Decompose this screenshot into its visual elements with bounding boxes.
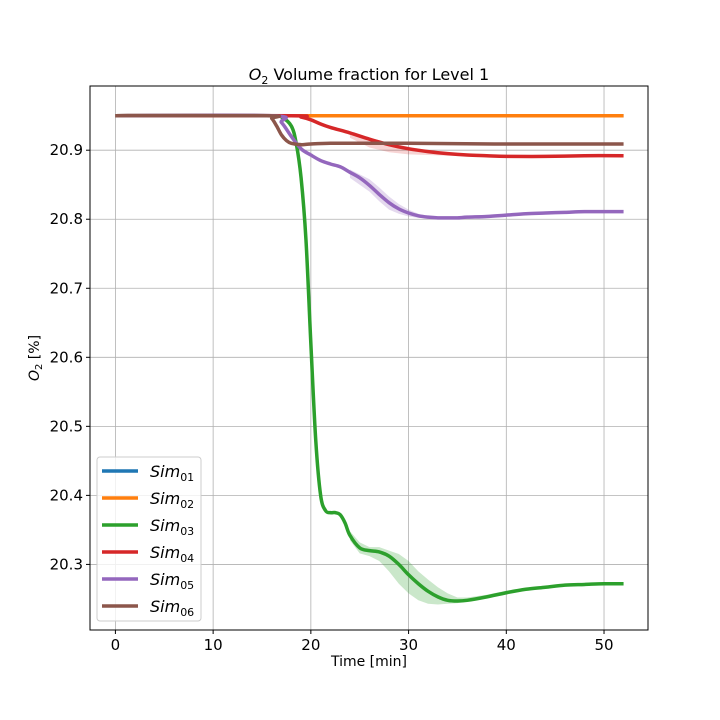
x-tick-label: 10 bbox=[204, 636, 223, 654]
x-axis-label: Time [min] bbox=[330, 654, 407, 670]
series-band bbox=[349, 169, 468, 219]
x-tick-label: 40 bbox=[497, 636, 516, 654]
y-axis: 20.3 20.4 20.5 20.6 20.7 20.8 20.9 bbox=[50, 141, 90, 573]
y-axis-label: O2 [%] bbox=[27, 335, 45, 381]
x-tick-label: 0 bbox=[111, 636, 121, 654]
legend-label: Sim04 bbox=[150, 543, 194, 565]
x-tick-label: 20 bbox=[301, 636, 320, 654]
x-tick-label: 30 bbox=[399, 636, 418, 654]
confidence-bands bbox=[349, 131, 546, 605]
chart-title: O2 Volume fraction for Level 1 bbox=[249, 65, 489, 87]
y-tick-label: 20.9 bbox=[50, 141, 83, 159]
ylabel-rest: [%] bbox=[27, 335, 43, 364]
series-line-6 bbox=[115, 113, 624, 147]
series-band bbox=[349, 131, 468, 156]
legend-label: Sim01 bbox=[150, 462, 194, 484]
grid bbox=[90, 86, 648, 630]
title-rest: Volume fraction for Level 1 bbox=[268, 65, 489, 84]
y-tick-label: 20.6 bbox=[50, 348, 83, 366]
y-tick-label: 20.4 bbox=[50, 486, 83, 504]
ylabel-sub: 2 bbox=[34, 364, 45, 370]
title-main: O bbox=[249, 65, 262, 84]
plot-frame bbox=[89, 85, 649, 631]
series-lines bbox=[115, 113, 624, 603]
y-tick-label: 20.8 bbox=[50, 210, 83, 228]
legend-label: Sim06 bbox=[150, 597, 194, 619]
y-tick-label: 20.5 bbox=[50, 417, 83, 435]
y-tick-label: 20.7 bbox=[50, 279, 83, 297]
legend: Sim01 Sim02 Sim03 Sim04 Sim05 Sim06 bbox=[96, 456, 202, 622]
x-tick-label: 50 bbox=[594, 636, 613, 654]
series-band bbox=[349, 531, 546, 605]
legend-label: Sim05 bbox=[150, 570, 194, 592]
legend-label: Sim02 bbox=[150, 489, 194, 511]
series-line-3 bbox=[115, 113, 624, 603]
title-sub: 2 bbox=[261, 74, 268, 87]
series-line-4 bbox=[115, 113, 624, 159]
ylabel-main: O bbox=[27, 370, 43, 381]
y-tick-label: 20.3 bbox=[50, 555, 83, 573]
legend-label: Sim03 bbox=[150, 516, 194, 538]
series-line-5 bbox=[115, 113, 624, 220]
x-axis: 0 10 20 30 40 50 bbox=[111, 630, 614, 654]
